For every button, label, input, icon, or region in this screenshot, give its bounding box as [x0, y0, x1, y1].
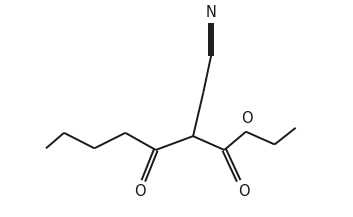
Text: N: N [205, 5, 216, 20]
Text: O: O [238, 184, 250, 199]
Text: O: O [241, 111, 253, 126]
Text: O: O [134, 184, 145, 199]
